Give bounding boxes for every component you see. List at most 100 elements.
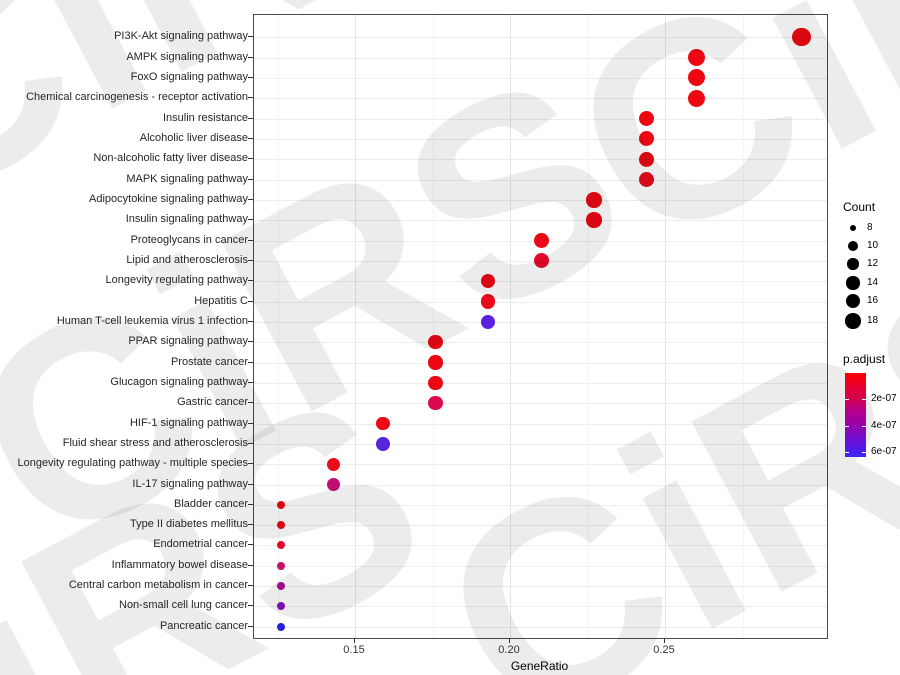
data-point bbox=[638, 110, 655, 127]
padjust-gradient-tick bbox=[862, 426, 866, 427]
gridline-vertical-major bbox=[510, 15, 511, 638]
y-axis-label: Glucagon signaling pathway bbox=[110, 375, 248, 388]
padjust-gradient-tick bbox=[862, 399, 866, 400]
count-legend-value: 14 bbox=[867, 277, 879, 288]
data-point bbox=[276, 582, 285, 591]
padjust-gradient-tick bbox=[845, 452, 849, 453]
gridline-horizontal bbox=[254, 464, 827, 466]
x-axis-tick-label: 0.15 bbox=[343, 644, 365, 656]
data-point bbox=[687, 69, 705, 87]
count-legend-dot bbox=[845, 313, 861, 329]
data-point bbox=[687, 49, 705, 66]
y-axis-tick bbox=[248, 117, 253, 119]
y-axis-label: FoxO signaling pathway bbox=[130, 70, 248, 83]
data-point bbox=[428, 334, 443, 350]
gridline-horizontal bbox=[254, 586, 827, 588]
y-axis-tick bbox=[248, 341, 253, 343]
y-axis-label: Longevity regulating pathway bbox=[105, 274, 248, 287]
data-point bbox=[326, 457, 340, 471]
gridline-vertical-minor bbox=[742, 15, 744, 638]
y-axis-label: Type II diabetes mellitus bbox=[129, 518, 248, 531]
y-axis-tick bbox=[248, 422, 253, 424]
gridline-horizontal bbox=[254, 37, 827, 39]
padjust-tick-label: 2e-07 bbox=[871, 393, 897, 404]
data-point bbox=[428, 395, 443, 411]
gridline-horizontal bbox=[254, 57, 827, 59]
data-point bbox=[481, 274, 496, 289]
gridline-horizontal bbox=[254, 403, 827, 405]
y-axis-label: PI3K-Akt signaling pathway bbox=[114, 30, 248, 43]
count-legend-dot bbox=[846, 276, 860, 290]
gridline-horizontal bbox=[254, 525, 827, 527]
y-axis-label: Gastric cancer bbox=[177, 396, 248, 409]
y-axis-label: Pancreatic cancer bbox=[159, 619, 248, 632]
gridline-horizontal bbox=[254, 179, 827, 181]
y-axis-tick bbox=[248, 219, 253, 221]
gridline-horizontal bbox=[254, 220, 827, 222]
x-axis-title: GeneRatio bbox=[510, 659, 569, 673]
padjust-tick-label: 4e-07 bbox=[871, 420, 897, 431]
y-axis-tick bbox=[248, 463, 253, 465]
data-point bbox=[586, 212, 602, 228]
y-axis-label: Proteoglycans in cancer bbox=[130, 233, 248, 246]
gridline-horizontal bbox=[254, 199, 827, 201]
gridline-horizontal bbox=[254, 159, 827, 161]
y-axis-tick bbox=[248, 381, 253, 383]
y-axis-tick bbox=[248, 524, 253, 526]
data-point bbox=[481, 314, 496, 329]
y-axis-tick bbox=[248, 361, 253, 363]
y-axis-tick bbox=[248, 605, 253, 607]
data-point bbox=[376, 416, 390, 431]
y-axis-label: Longevity regulating pathway - multiple … bbox=[17, 457, 248, 470]
gridline-horizontal bbox=[254, 484, 827, 486]
y-axis-label: Hepatitis C bbox=[194, 294, 248, 307]
gridline-vertical-minor bbox=[277, 15, 279, 638]
data-point bbox=[638, 171, 655, 188]
y-axis-tick bbox=[248, 36, 253, 38]
padjust-legend-title: p.adjust bbox=[843, 352, 886, 366]
data-point bbox=[586, 192, 602, 208]
y-axis-tick bbox=[248, 442, 253, 444]
gridline-horizontal bbox=[254, 281, 827, 283]
y-axis-tick bbox=[248, 158, 253, 160]
gridline-horizontal bbox=[254, 423, 827, 425]
padjust-tick-label: 6e-07 bbox=[871, 446, 897, 457]
gridline-horizontal bbox=[254, 321, 827, 323]
x-axis-tick-label: 0.20 bbox=[498, 644, 520, 656]
y-axis-label: IL-17 signaling pathway bbox=[132, 477, 248, 490]
gridline-horizontal bbox=[254, 545, 827, 547]
y-axis-tick bbox=[248, 198, 253, 200]
data-point bbox=[481, 294, 496, 309]
y-axis-tick bbox=[248, 239, 253, 241]
y-axis-label: Inflammatory bowel disease bbox=[111, 558, 248, 571]
padjust-gradient-tick bbox=[845, 426, 849, 427]
y-axis-tick bbox=[248, 178, 253, 180]
data-point bbox=[638, 131, 655, 147]
padjust-gradient-tick bbox=[845, 399, 849, 400]
gridline-horizontal bbox=[254, 443, 827, 445]
y-axis-label: Human T-cell leukemia virus 1 infection bbox=[56, 314, 248, 327]
count-legend-dot bbox=[845, 293, 861, 309]
x-axis-tick bbox=[664, 638, 665, 643]
gridline-horizontal bbox=[254, 382, 827, 384]
gridline-horizontal bbox=[254, 504, 827, 506]
gridline-horizontal bbox=[254, 138, 827, 140]
x-axis-tick-label: 0.25 bbox=[653, 644, 675, 656]
data-point bbox=[533, 233, 549, 248]
y-axis-label: MAPK signaling pathway bbox=[126, 172, 248, 185]
y-axis-label: Chemical carcinogenesis - receptor activ… bbox=[26, 91, 248, 104]
data-point bbox=[428, 375, 443, 390]
data-point bbox=[533, 253, 549, 269]
y-axis-tick bbox=[248, 483, 253, 485]
x-axis-tick bbox=[509, 638, 510, 643]
y-axis-tick bbox=[248, 280, 253, 282]
gridline-vertical-major bbox=[355, 15, 356, 638]
y-axis-label: Insulin resistance bbox=[163, 111, 248, 124]
data-point bbox=[376, 436, 390, 451]
y-axis-label: Endometrial cancer bbox=[153, 538, 248, 551]
data-point bbox=[276, 602, 285, 611]
count-legend-dot bbox=[847, 240, 859, 252]
y-axis-label: Prostate cancer bbox=[170, 355, 248, 368]
y-axis-tick bbox=[248, 564, 253, 566]
